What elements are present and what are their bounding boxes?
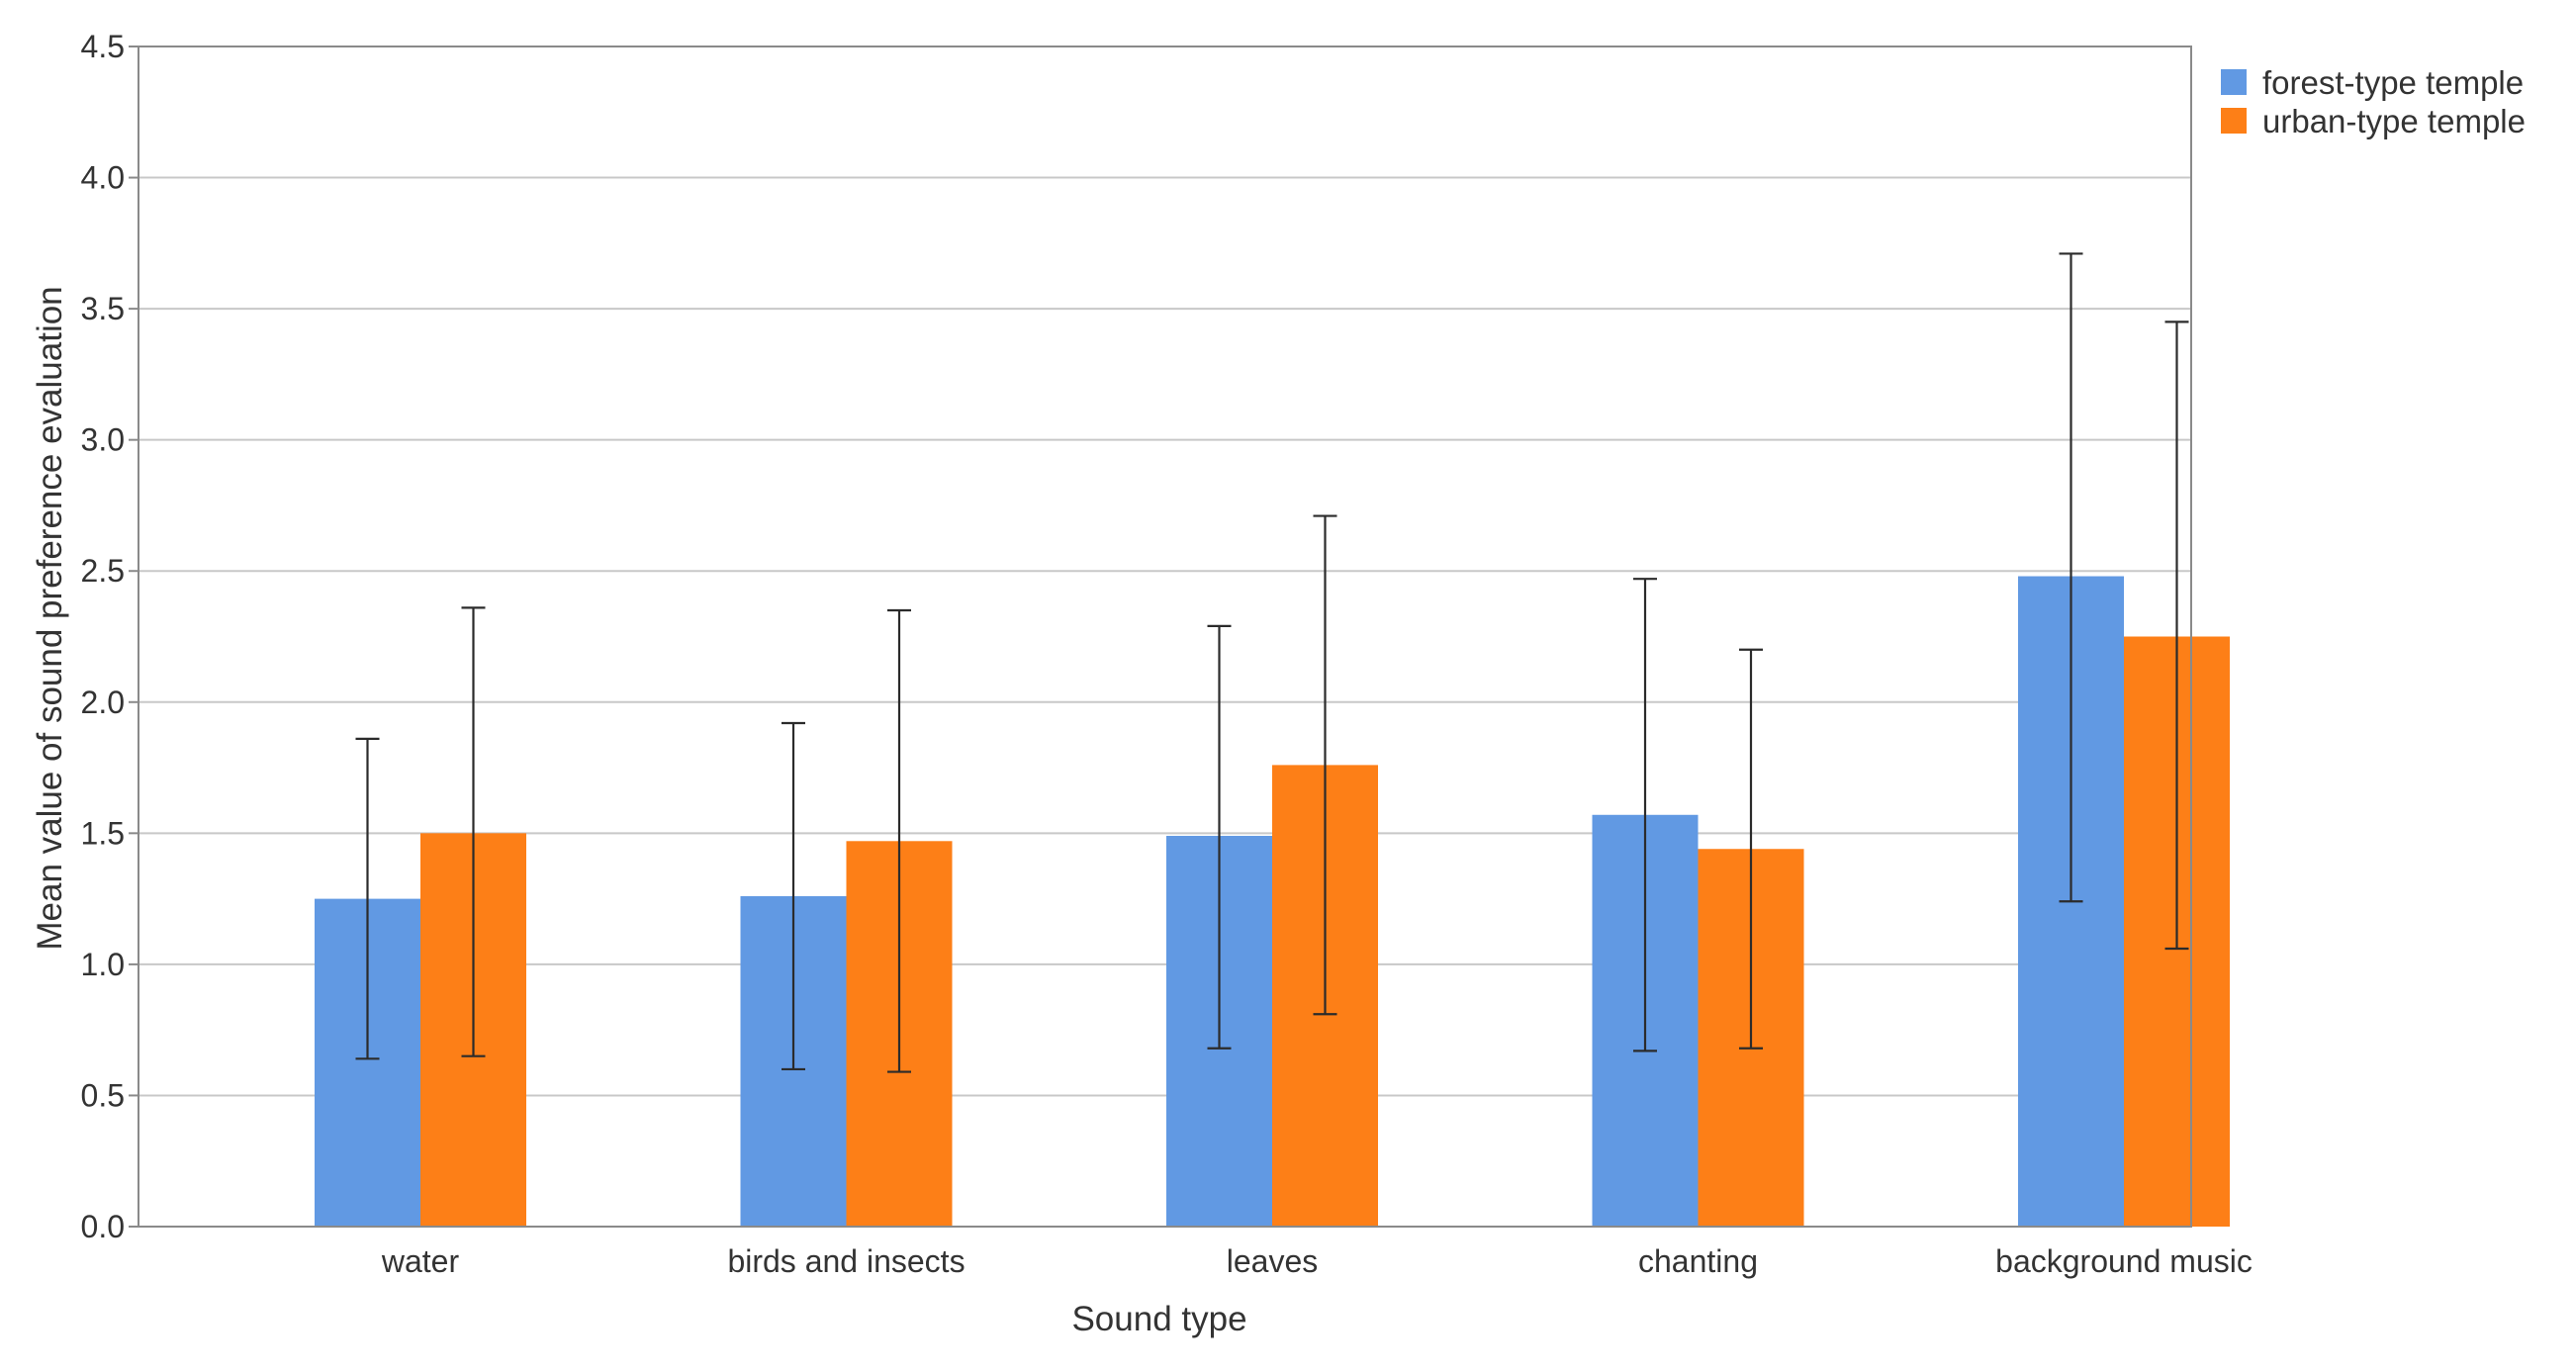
y-tick-label: 2.5 [81,553,125,589]
error-bar-urban-type-temple-birds-and-insects [887,608,911,1073]
y-tick-label: 0.0 [81,1209,125,1244]
legend-label-urban-type-temple: urban-type temple [2262,103,2526,139]
y-tick-label: 3.5 [81,291,125,326]
y-tick-label: 1.5 [81,815,125,851]
error-bar-forest-type-temple-chanting [1633,578,1657,1052]
y-tick-label: 2.0 [81,685,125,720]
y-tick-label: 4.0 [81,160,125,196]
error-bar-urban-type-temple-water [461,606,486,1057]
bars [315,576,2230,1227]
error-bar-urban-type-temple-chanting [1739,648,1763,1050]
y-tick-label: 4.5 [81,29,125,64]
y-axis-ticks: 0.0 0.5 1.0 1.5 2.0 2.5 3.0 3.5 4.0 4.5 [81,29,138,1244]
legend-swatch-urban-type-temple [2221,108,2247,134]
y-tick-label: 3.0 [81,422,125,458]
x-tick-label-birds-and-insects: birds and insects [727,1243,965,1279]
error-bar-forest-type-temple-water [355,737,380,1060]
x-tick-label-background-music: background music [1995,1243,2253,1279]
legend-label-forest-type-temple: forest-type temple [2262,64,2524,101]
x-axis-title: Sound type [1071,1300,1246,1338]
error-bar-urban-type-temple-leaves [1313,514,1337,1016]
legend: forest-type temple urban-type temple [2221,64,2526,139]
error-bar-forest-type-temple-birds-and-insects [782,721,805,1071]
error-bar-urban-type-temple-background-music [2164,320,2189,951]
error-bars [355,252,2189,1073]
legend-swatch-forest-type-temple [2221,69,2247,95]
error-bar-forest-type-temple-background-music [2059,252,2083,903]
error-bar-forest-type-temple-leaves [1207,624,1232,1050]
x-tick-label-leaves: leaves [1227,1243,1319,1279]
x-axis-ticks: water birds and insects leaves chanting back… [381,1243,2253,1279]
y-axis-title: Mean value of sound preference evaluatio… [31,286,69,950]
y-tick-label: 0.5 [81,1077,125,1113]
plot-area-frame [138,46,2192,1228]
x-tick-label-chanting: chanting [1638,1243,1758,1279]
x-tick-label-water: water [381,1243,460,1279]
y-tick-label: 1.0 [81,947,125,982]
